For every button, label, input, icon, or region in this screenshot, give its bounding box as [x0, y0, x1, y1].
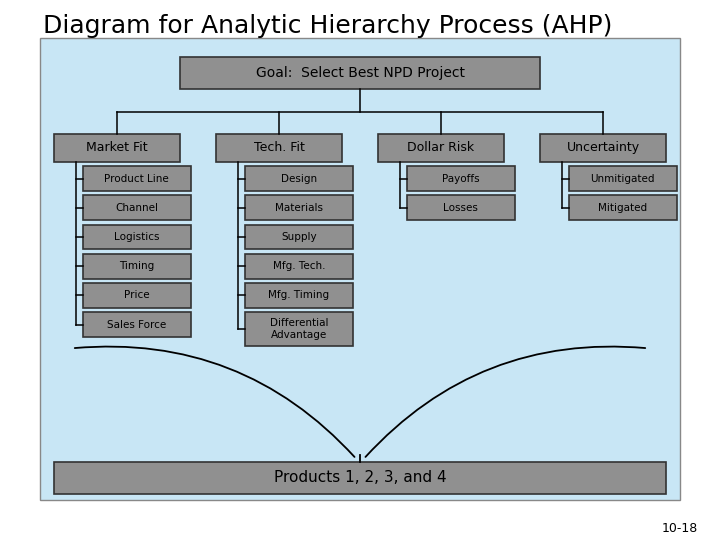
FancyBboxPatch shape [245, 225, 353, 249]
Text: Dollar Risk: Dollar Risk [408, 141, 474, 154]
Text: Mfg. Timing: Mfg. Timing [269, 291, 329, 300]
FancyBboxPatch shape [216, 134, 342, 162]
FancyBboxPatch shape [54, 134, 180, 162]
FancyBboxPatch shape [245, 166, 353, 191]
Text: Uncertainty: Uncertainty [567, 141, 639, 154]
FancyBboxPatch shape [83, 312, 191, 337]
FancyBboxPatch shape [540, 134, 666, 162]
FancyBboxPatch shape [83, 166, 191, 191]
FancyBboxPatch shape [569, 166, 677, 191]
Text: Diagram for Analytic Hierarchy Process (AHP): Diagram for Analytic Hierarchy Process (… [43, 14, 613, 37]
Text: 10-18: 10-18 [662, 522, 698, 535]
Text: Payoffs: Payoffs [442, 174, 480, 184]
Text: Differential
Advantage: Differential Advantage [269, 318, 328, 340]
FancyBboxPatch shape [54, 462, 666, 494]
FancyBboxPatch shape [83, 195, 191, 220]
Text: Losses: Losses [444, 203, 478, 213]
Text: Price: Price [124, 291, 150, 300]
Text: Channel: Channel [115, 203, 158, 213]
Text: Timing: Timing [120, 261, 154, 271]
FancyBboxPatch shape [83, 283, 191, 308]
FancyBboxPatch shape [378, 134, 504, 162]
FancyBboxPatch shape [83, 254, 191, 279]
FancyBboxPatch shape [569, 195, 677, 220]
Text: Goal:  Select Best NPD Project: Goal: Select Best NPD Project [256, 66, 464, 80]
Text: Materials: Materials [275, 203, 323, 213]
Text: Tech. Fit: Tech. Fit [253, 141, 305, 154]
FancyBboxPatch shape [40, 38, 680, 500]
Text: Logistics: Logistics [114, 232, 160, 242]
Text: Mfg. Tech.: Mfg. Tech. [273, 261, 325, 271]
Text: Product Line: Product Line [104, 174, 169, 184]
FancyBboxPatch shape [407, 166, 515, 191]
FancyBboxPatch shape [407, 195, 515, 220]
FancyBboxPatch shape [180, 57, 540, 89]
Text: Sales Force: Sales Force [107, 320, 166, 329]
Text: Design: Design [281, 174, 317, 184]
Text: Products 1, 2, 3, and 4: Products 1, 2, 3, and 4 [274, 470, 446, 485]
Text: Supply: Supply [281, 232, 317, 242]
FancyBboxPatch shape [245, 283, 353, 308]
Text: Unmitigated: Unmitigated [590, 174, 655, 184]
Text: Market Fit: Market Fit [86, 141, 148, 154]
FancyBboxPatch shape [245, 195, 353, 220]
FancyBboxPatch shape [83, 225, 191, 249]
FancyBboxPatch shape [245, 254, 353, 279]
Text: Mitigated: Mitigated [598, 203, 647, 213]
FancyBboxPatch shape [245, 312, 353, 346]
